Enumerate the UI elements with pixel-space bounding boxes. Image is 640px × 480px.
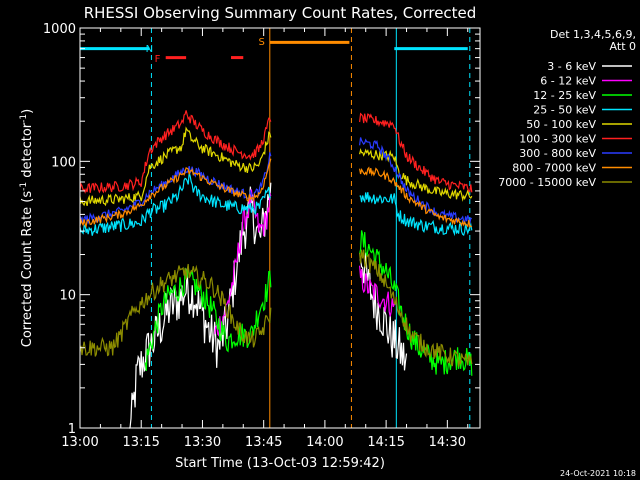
legend-label-7: 800 - 7000 keV xyxy=(512,162,596,175)
y-axis-label-mid: detector xyxy=(20,122,35,182)
legend-label-6: 300 - 800 keV xyxy=(519,147,596,160)
y-axis-label-end: ) xyxy=(20,109,35,114)
timestamp: 24-Oct-2021 10:18 xyxy=(560,469,636,478)
series-line-3-1 xyxy=(359,192,473,237)
legend-label-2: 12 - 25 keV xyxy=(533,89,596,102)
series-line-0-1 xyxy=(359,252,408,371)
plot-frame xyxy=(79,27,481,429)
x-tick-label-6: 14:30 xyxy=(429,435,466,450)
series-line-4-0 xyxy=(79,126,272,207)
series-line-6-1 xyxy=(359,137,472,225)
y-axis-label: Corrected Count Rate (s-1 detector-1) xyxy=(19,109,35,347)
series-layer xyxy=(79,110,473,429)
bars-layer xyxy=(80,40,468,60)
x-tick-label-2: 13:30 xyxy=(184,435,221,450)
x-axis-label: Start Time (13-Oct-03 12:59:42) xyxy=(175,456,385,471)
series-line-0-0 xyxy=(129,182,272,429)
background-lines-layer xyxy=(79,28,471,428)
series-line-3-0 xyxy=(79,172,271,236)
series-line-5-1 xyxy=(359,112,473,193)
legend-header-0: Det 1,3,4,5,6,9, xyxy=(550,28,636,41)
series-line-7-0 xyxy=(79,158,272,229)
annotation-S: S xyxy=(258,37,264,48)
y-tick-label-1: 10 xyxy=(59,289,76,304)
x-tick-label-4: 14:00 xyxy=(306,435,343,450)
x-tick-label-0: 13:00 xyxy=(61,435,98,450)
axes-layer: 13:00 13:15 13:30 13:45 14:00 14:15 14:30 1 10 10… xyxy=(43,22,480,450)
y-axis-label-main: Corrected Count Rate (s xyxy=(20,191,35,348)
annotation-layer: NF S xyxy=(146,37,265,65)
annotation-F: F xyxy=(155,54,161,65)
y-tick-label-0: 1 xyxy=(68,422,76,437)
series-line-1-0 xyxy=(214,189,272,338)
series-line-1-1 xyxy=(359,265,395,317)
series-line-8-0 xyxy=(79,263,272,357)
legend-label-0: 3 - 6 keV xyxy=(547,60,596,73)
x-tick-label-1: 13:15 xyxy=(122,435,159,450)
y-axis-label-sup1: -1 xyxy=(19,182,29,191)
legend-label-4: 50 - 100 keV xyxy=(526,118,596,131)
annotation-N: N xyxy=(146,44,153,55)
series-line-7-1 xyxy=(359,166,473,228)
legend-label-1: 6 - 12 keV xyxy=(540,75,596,88)
chart-title: RHESSI Observing Summary Count Rates, Co… xyxy=(84,4,477,22)
series-line-5-0 xyxy=(79,110,272,194)
series-line-4-1 xyxy=(359,147,473,202)
legend-label-3: 25 - 50 keV xyxy=(533,104,596,117)
legend: Det 1,3,4,5,6,9,Att 0 3 - 6 keV 6 - 12 keV… xyxy=(498,28,636,189)
y-axis-label-sup2: -1 xyxy=(19,114,29,123)
x-tick-label-5: 14:15 xyxy=(367,435,404,450)
x-tick-label-3: 13:45 xyxy=(245,435,282,450)
legend-header-1: Att 0 xyxy=(610,40,636,53)
series-line-8-1 xyxy=(359,249,473,367)
y-tick-label-3: 1000 xyxy=(43,22,76,37)
legend-label-8: 7000 - 15000 keV xyxy=(498,176,596,189)
legend-label-5: 100 - 300 keV xyxy=(519,133,596,146)
y-tick-label-2: 100 xyxy=(51,155,76,170)
